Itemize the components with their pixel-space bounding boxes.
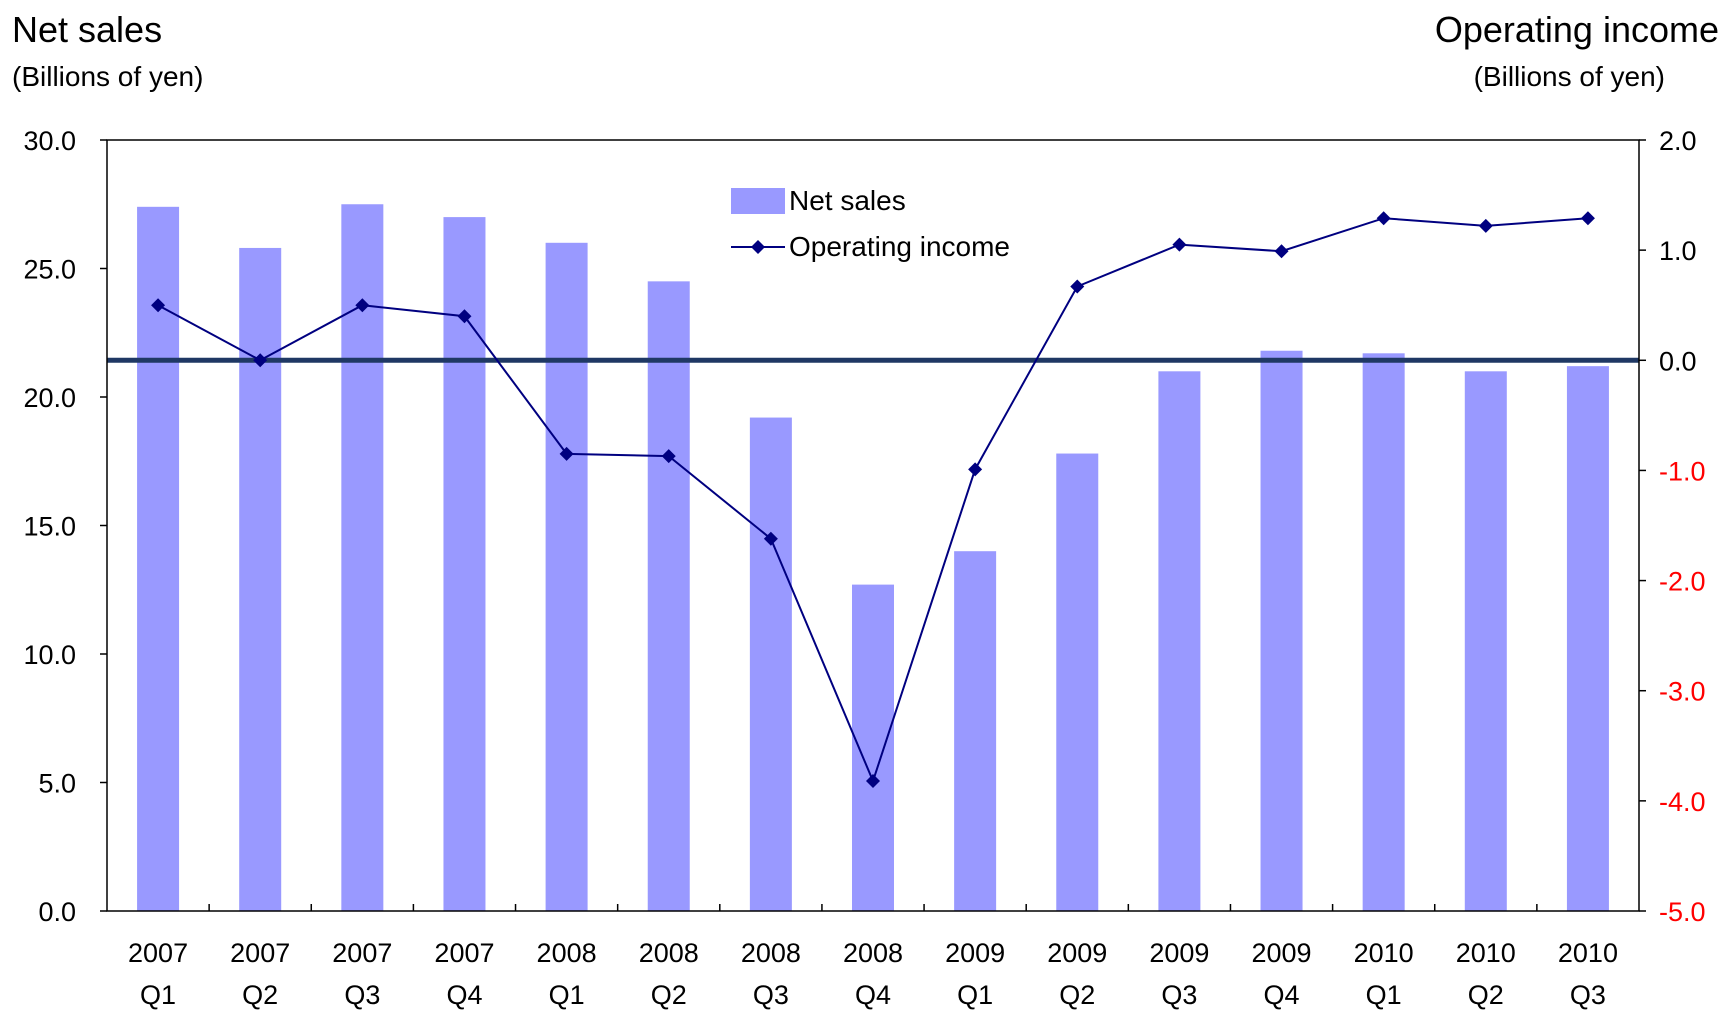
x-axis-quarter-label: Q1 xyxy=(140,980,176,1010)
left-axis-tick-label: 20.0 xyxy=(23,383,76,413)
x-axis-year-label: 2009 xyxy=(945,938,1005,968)
bar-net-sales-2007-q4 xyxy=(443,217,486,912)
operating-income-point-2007-q4 xyxy=(457,309,472,324)
bar-net-sales-2009-q1 xyxy=(954,551,997,911)
x-axis-quarter-label: Q4 xyxy=(855,980,891,1010)
x-axis-year-label: 2010 xyxy=(1456,938,1516,968)
x-axis-year-label: 2010 xyxy=(1558,938,1618,968)
legend-label-net-sales: Net sales xyxy=(789,185,906,216)
x-axis-quarter-label: Q1 xyxy=(957,980,993,1010)
bar-net-sales-2008-q2 xyxy=(647,281,690,912)
operating-income-point-2010-q1 xyxy=(1376,211,1391,226)
x-axis-quarter-label: Q1 xyxy=(1366,980,1402,1010)
bar-net-sales-2009-q4 xyxy=(1260,350,1303,911)
bar-net-sales-2010-q3 xyxy=(1566,366,1609,911)
x-axis-quarter-label: Q2 xyxy=(1059,980,1095,1010)
bar-net-sales-2008-q3 xyxy=(749,417,792,911)
operating-income-point-2009-q3 xyxy=(1172,237,1187,252)
legend-label-operating-income: Operating income xyxy=(789,231,1010,262)
right-axis-tick-label: -3.0 xyxy=(1659,677,1706,707)
operating-income-point-2008-q1 xyxy=(559,446,574,461)
x-axis-year-label: 2007 xyxy=(434,938,494,968)
bar-net-sales-2007-q1 xyxy=(137,206,180,911)
right-axis-tick-label: 1.0 xyxy=(1659,236,1697,266)
bar-net-sales-2007-q3 xyxy=(341,204,384,911)
left-axis-title: Net sales xyxy=(12,9,162,50)
x-axis-year-label: 2009 xyxy=(1251,938,1311,968)
left-axis-unit: (Billions of yen) xyxy=(12,61,203,92)
right-axis-tick-label: -1.0 xyxy=(1659,456,1706,486)
bar-net-sales-2009-q3 xyxy=(1158,371,1201,911)
operating-income-point-2007-q1 xyxy=(151,298,166,313)
left-axis-tick-label: 30.0 xyxy=(23,126,76,156)
x-axis-year-label: 2008 xyxy=(741,938,801,968)
x-axis-quarter-label: Q1 xyxy=(549,980,585,1010)
bar-net-sales-2009-q2 xyxy=(1056,453,1099,911)
x-axis-quarter-label: Q4 xyxy=(1264,980,1300,1010)
bar-net-sales-2010-q2 xyxy=(1464,371,1507,911)
right-axis-title: Operating income xyxy=(1435,9,1719,50)
operating-income-point-2010-q3 xyxy=(1580,211,1595,226)
legend-swatch-net-sales xyxy=(731,188,785,214)
x-axis-year-label: 2008 xyxy=(537,938,597,968)
x-axis-quarter-label: Q4 xyxy=(446,980,482,1010)
operating-income-point-2009-q4 xyxy=(1274,244,1289,259)
operating-income-point-2009-q1 xyxy=(968,462,983,477)
operating-income-point-2010-q2 xyxy=(1478,218,1493,233)
legend-marker-operating-income xyxy=(751,240,765,254)
x-axis-year-label: 2007 xyxy=(128,938,188,968)
x-axis-quarter-label: Q3 xyxy=(344,980,380,1010)
bar-net-sales-2007-q2 xyxy=(239,247,282,911)
legend: Net sales Operating income xyxy=(731,185,1010,262)
left-axis-tick-label: 5.0 xyxy=(38,769,76,799)
x-axis-quarter-label: Q3 xyxy=(753,980,789,1010)
x-axis-quarter-label: Q3 xyxy=(1570,980,1606,1010)
right-axis-tick-label: -5.0 xyxy=(1659,897,1706,927)
operating-income-point-2007-q3 xyxy=(355,298,370,313)
x-axis-year-label: 2007 xyxy=(332,938,392,968)
left-axis-tick-label: 0.0 xyxy=(38,897,76,927)
right-axis-tick-label: -4.0 xyxy=(1659,787,1706,817)
operating-income-point-2008-q2 xyxy=(661,449,676,464)
left-axis-tick-label: 15.0 xyxy=(23,512,76,542)
right-axis-unit: (Billions of yen) xyxy=(1474,61,1665,92)
x-axis-year-label: 2007 xyxy=(230,938,290,968)
x-axis-year-label: 2010 xyxy=(1354,938,1414,968)
x-axis-quarter-label: Q2 xyxy=(651,980,687,1010)
operating-income-point-2007-q2 xyxy=(253,353,268,368)
operating-income-point-2008-q3 xyxy=(763,531,778,546)
x-axis-quarter-label: Q2 xyxy=(242,980,278,1010)
x-axis-quarter-label: Q2 xyxy=(1468,980,1504,1010)
x-axis-year-label: 2009 xyxy=(1047,938,1107,968)
bar-net-sales-2008-q1 xyxy=(545,242,588,912)
right-axis-tick-label: 2.0 xyxy=(1659,126,1697,156)
bar-net-sales-2010-q1 xyxy=(1362,353,1405,911)
right-axis-tick-label: 0.0 xyxy=(1659,346,1697,376)
x-axis-quarter-label: Q3 xyxy=(1161,980,1197,1010)
operating-income-point-2008-q4 xyxy=(866,774,880,789)
x-axis-year-label: 2008 xyxy=(639,938,699,968)
operating-income-point-2009-q2 xyxy=(1070,279,1085,294)
x-axis-year-label: 2009 xyxy=(1149,938,1209,968)
x-axis-year-label: 2008 xyxy=(843,938,903,968)
right-axis-tick-label: -2.0 xyxy=(1659,567,1706,597)
left-axis-tick-label: 10.0 xyxy=(23,640,76,670)
left-axis-tick-label: 25.0 xyxy=(23,255,76,285)
